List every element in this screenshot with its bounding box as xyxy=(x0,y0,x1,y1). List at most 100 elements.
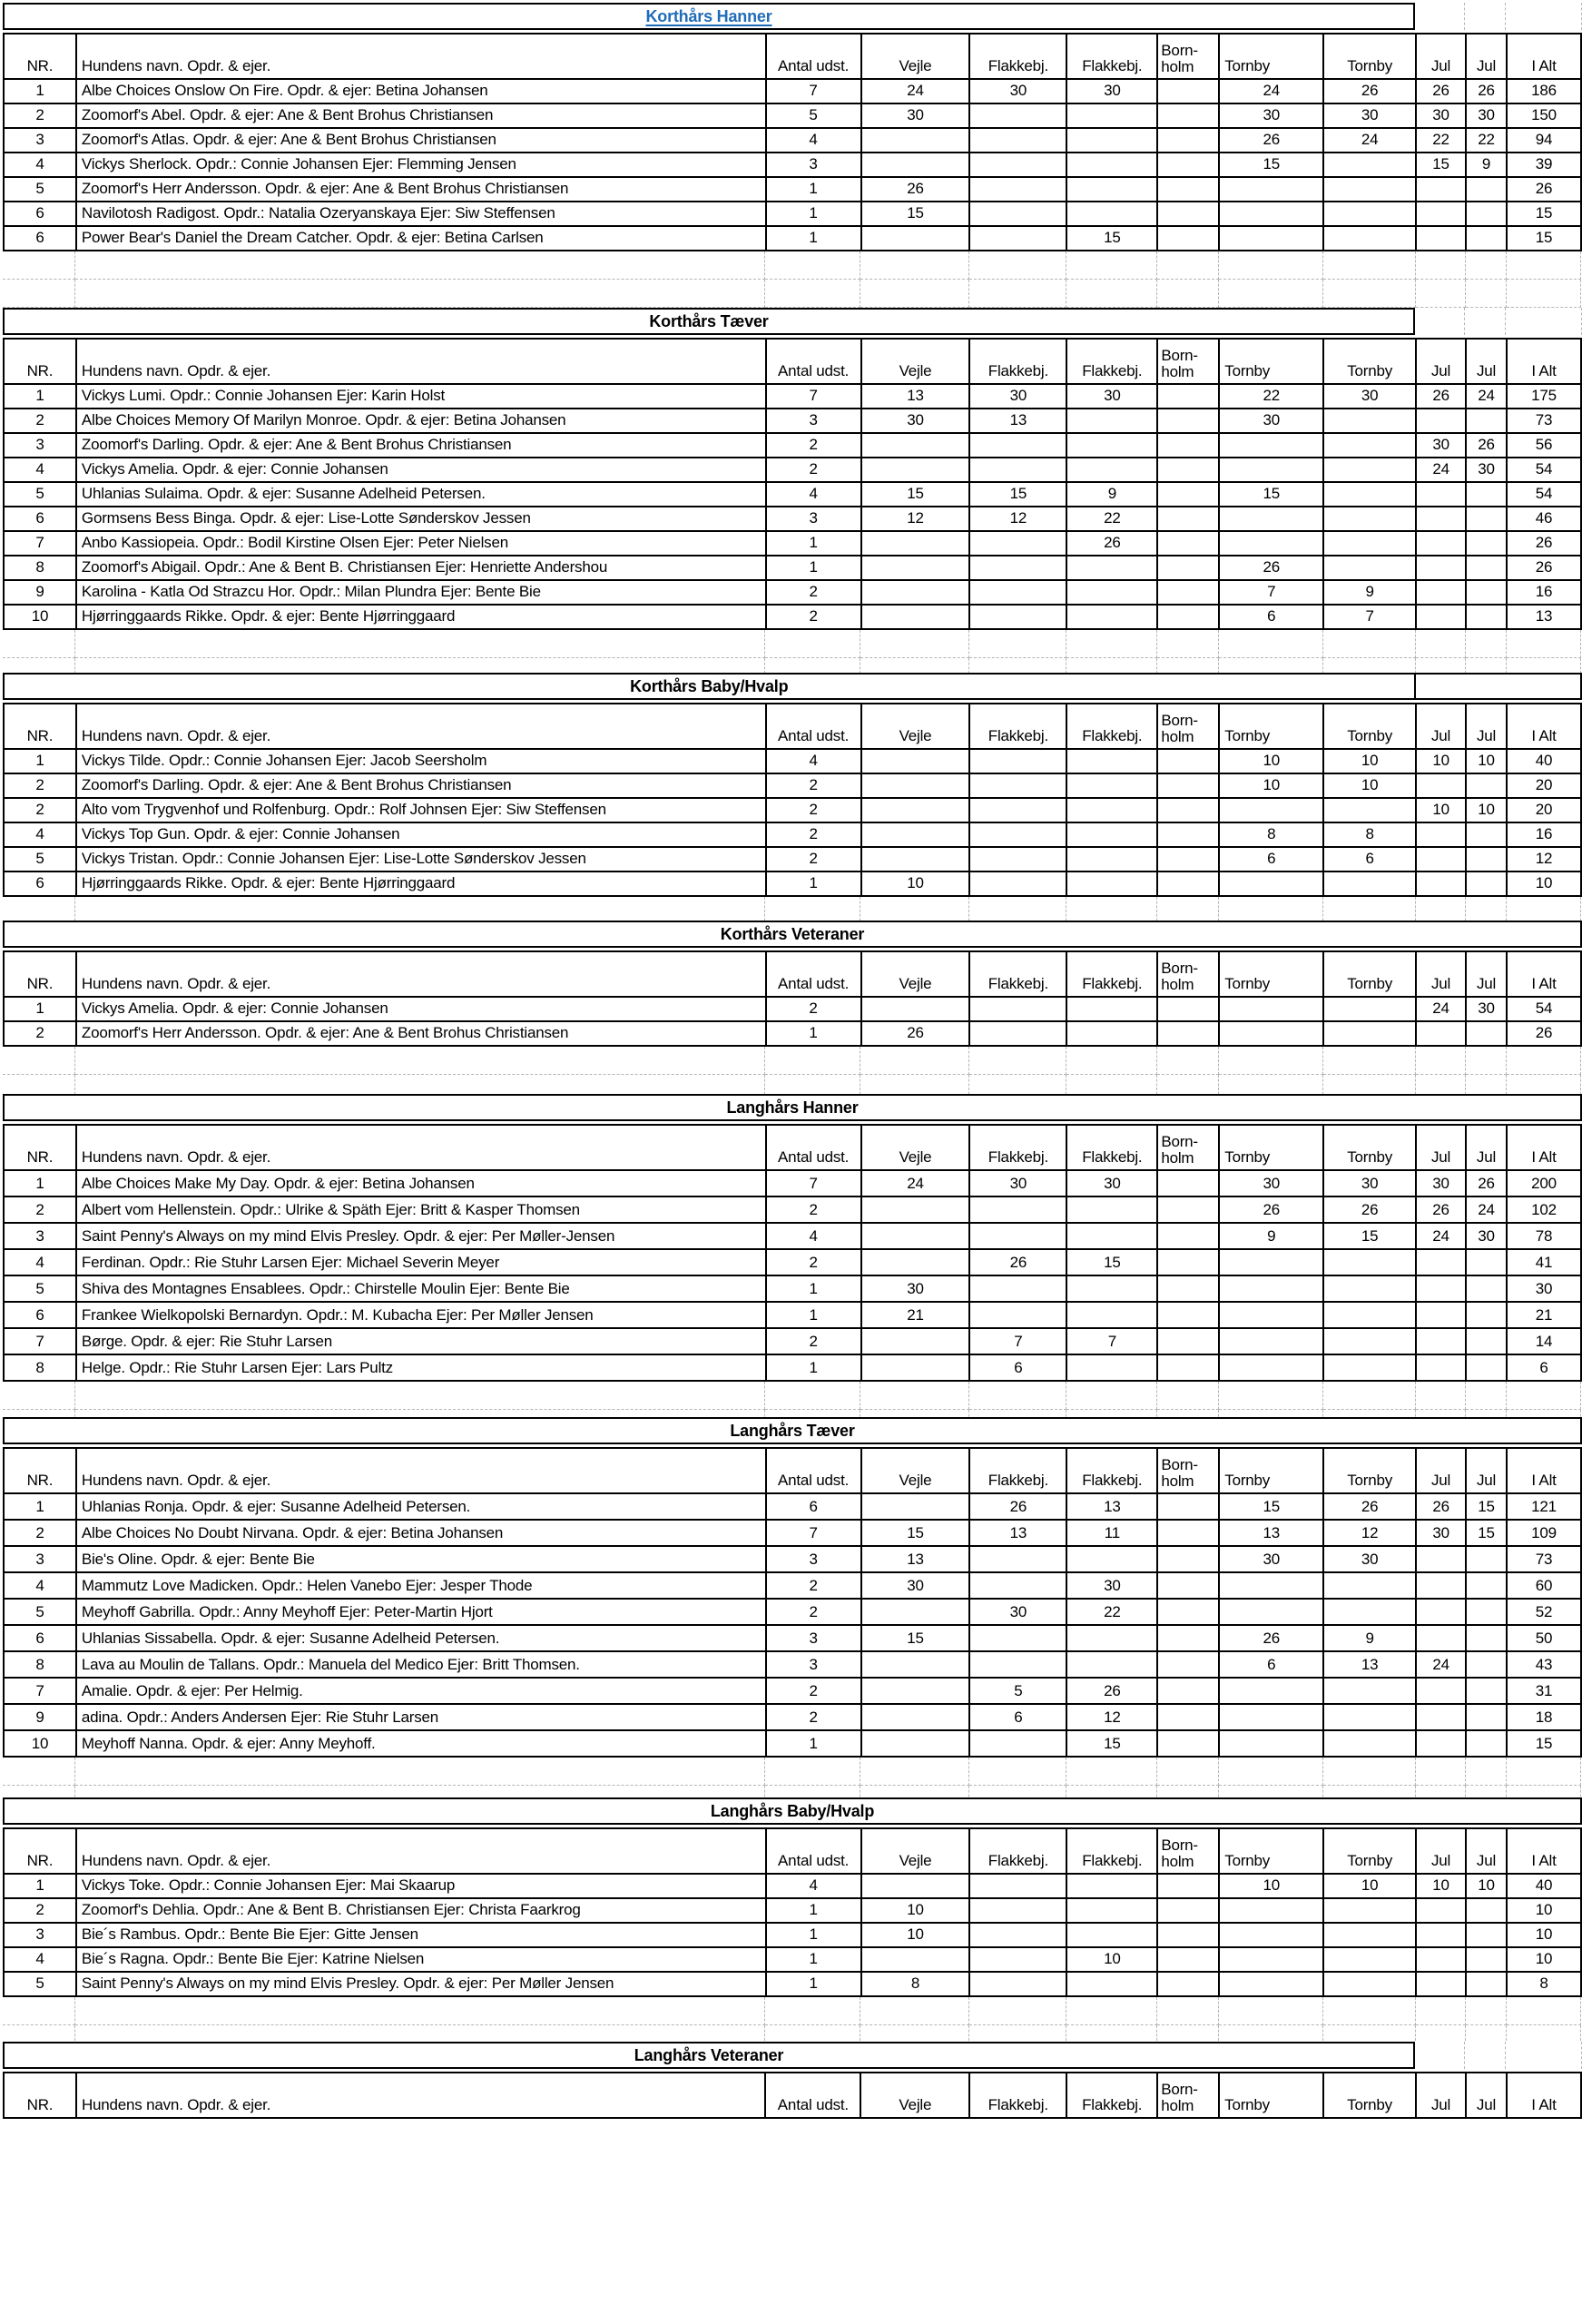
grid-cell xyxy=(1323,1758,1416,1786)
table-row: 1 Vickys Amelia. Opdr. & ejer: Connie Joh… xyxy=(3,996,1582,1022)
grid-cell xyxy=(860,2025,969,2042)
grid-cell xyxy=(1219,1758,1323,1786)
cell-score: 30 xyxy=(1218,103,1325,129)
cell-score xyxy=(1218,432,1325,458)
cell-score xyxy=(1156,481,1221,507)
grid-cell xyxy=(1465,3,1506,30)
grid-cell xyxy=(1506,3,1582,30)
cell-score: 4 xyxy=(764,127,862,153)
cell-nr: 8 xyxy=(3,1354,77,1382)
cell-score xyxy=(1218,871,1325,897)
column-header: Tornby xyxy=(1322,1124,1418,1171)
cell-score: 24 xyxy=(1415,996,1468,1022)
cell-nr: 3 xyxy=(3,1222,77,1250)
cell-score xyxy=(968,871,1068,897)
grid-cell xyxy=(75,630,765,658)
cell-score xyxy=(1465,871,1508,897)
cell-score xyxy=(1465,579,1508,606)
grid-cell xyxy=(3,2025,75,2042)
cell-score xyxy=(1415,225,1468,251)
cell-score: 2 xyxy=(764,996,862,1022)
cell-score xyxy=(1066,871,1159,897)
grid-cell xyxy=(1157,1410,1219,1417)
cell-total: 12 xyxy=(1506,846,1582,872)
grid-cell xyxy=(1507,1410,1581,1417)
cell-nr: 3 xyxy=(3,127,77,153)
cell-dog-name: Bie´s Rambus. Opdr.: Bente Bie Ejer: Git… xyxy=(74,1922,767,1948)
column-header: Flakkebj. xyxy=(968,703,1068,750)
column-header: Hundens navn. Opdr. & ejer. xyxy=(74,1447,767,1494)
column-header: I Alt xyxy=(1506,703,1582,750)
cell-score xyxy=(1156,1301,1221,1329)
cell-score xyxy=(1218,1598,1325,1626)
cell-score xyxy=(1218,201,1325,227)
cell-dog-name: Gormsens Bess Binga. Opdr. & ejer: Lise-… xyxy=(74,506,767,532)
cell-score xyxy=(1415,846,1468,872)
cell-score: 6 xyxy=(1218,604,1325,630)
cell-dog-name: Zoomorf's Abel. Opdr. & ejer: Ane & Bent… xyxy=(74,103,767,129)
cell-score xyxy=(1156,1545,1221,1573)
cell-score xyxy=(968,604,1068,630)
grid-cell xyxy=(1466,658,1507,673)
column-header: Antal udst. xyxy=(764,2072,862,2119)
grid-cell xyxy=(1157,1758,1219,1786)
cell-score xyxy=(1066,1624,1159,1652)
cell-score: 15 xyxy=(1066,1729,1159,1758)
table-row: 7 Anbo Kassiopeia. Opdr.: Bodil Kirstine … xyxy=(3,530,1582,556)
table-row: 4 Bie´s Ragna. Opdr.: Bente Bie Ejer: Kat… xyxy=(3,1946,1582,1973)
cell-score xyxy=(1066,457,1159,483)
cell-total: 60 xyxy=(1506,1571,1582,1600)
cell-score: 15 xyxy=(1218,152,1325,178)
cell-score xyxy=(1322,1897,1418,1924)
cell-score xyxy=(1415,1946,1468,1973)
grid-cell xyxy=(1465,308,1506,335)
column-header: Vejle xyxy=(860,338,971,385)
cell-score xyxy=(1415,1598,1468,1626)
cell-score xyxy=(1156,1519,1221,1547)
cell-score xyxy=(1322,432,1418,458)
cell-score xyxy=(860,152,971,178)
grid-cell xyxy=(75,658,765,673)
cell-total: 14 xyxy=(1505,1327,1582,1355)
cell-score: 2 xyxy=(764,1248,862,1276)
cell-score: 1 xyxy=(764,225,862,251)
cell-score: 24 xyxy=(1218,78,1325,104)
grid-cell xyxy=(1507,1047,1581,1075)
grid-cell xyxy=(1066,1047,1157,1075)
cell-score xyxy=(1156,748,1221,774)
cell-score xyxy=(1066,127,1159,153)
grid-cell xyxy=(75,897,765,921)
grid-cell xyxy=(1466,1075,1507,1094)
cell-total: 10 xyxy=(1505,1946,1582,1973)
grid-cell xyxy=(1507,280,1581,308)
cell-dog-name: Navilotosh Radigost. Opdr.: Natalia Ozer… xyxy=(74,201,767,227)
cell-nr: 5 xyxy=(3,176,77,202)
cell-score xyxy=(1156,1354,1221,1382)
cell-score xyxy=(968,432,1068,458)
column-header: Jul xyxy=(1465,338,1508,385)
grid-cell xyxy=(1219,658,1323,673)
cell-score xyxy=(968,1545,1068,1573)
section-title-row: Langhårs Tæver xyxy=(3,1417,1582,1444)
cell-score xyxy=(1156,1677,1221,1705)
cell-score xyxy=(1218,530,1325,556)
cell-score xyxy=(1066,1922,1159,1948)
cell-dog-name: Vickys Tristan. Opdr.: Connie Johansen E… xyxy=(74,846,767,872)
grid-cell xyxy=(1507,897,1581,921)
cell-score xyxy=(1465,555,1508,581)
grid-cell xyxy=(1323,897,1416,921)
cell-score: 7 xyxy=(764,1519,862,1547)
grid-cell xyxy=(1157,630,1219,658)
grid-cell xyxy=(3,251,75,280)
cell-score xyxy=(1322,1327,1418,1355)
cell-score xyxy=(1415,1729,1468,1758)
grid-cell xyxy=(1066,1075,1157,1094)
cell-score xyxy=(1156,604,1221,630)
cell-score: 10 xyxy=(1465,797,1508,823)
cell-score xyxy=(1218,1571,1325,1600)
header-row: NR. Hundens navn. Opdr. & ejer. Antal udst… xyxy=(3,1447,1582,1494)
cell-score: 9 xyxy=(1066,481,1159,507)
cell-total: 109 xyxy=(1506,1519,1582,1547)
column-header: Jul xyxy=(1465,950,1508,998)
results-table: NR. Hundens navn. Opdr. & ejer. Antal udst… xyxy=(3,338,1582,630)
